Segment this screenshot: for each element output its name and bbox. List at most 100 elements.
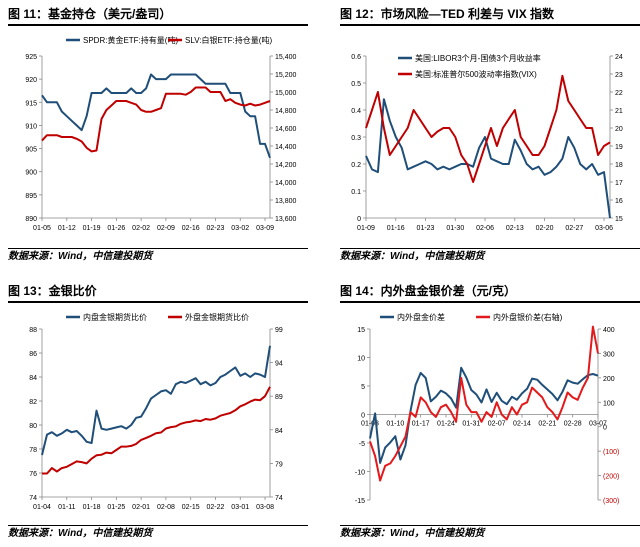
series-line-right — [365, 74, 611, 183]
x-tick-label: 02-28 — [564, 421, 582, 428]
y-tick-label-left: 895 — [25, 193, 37, 200]
x-tick-label: 03-02 — [231, 225, 249, 232]
x-tick-label: 02-02 — [132, 225, 150, 232]
y-tick-label-right: (100) — [603, 449, 619, 456]
y-tick-label-right: 17 — [615, 180, 623, 187]
y-tick-label-right: 14,600 — [275, 126, 297, 133]
y-tick-label-right: 14,000 — [275, 180, 297, 187]
y-tick-label-right: 21 — [615, 108, 623, 115]
y-tick-label-right: 14,400 — [275, 144, 297, 151]
y-tick-label-right: 13,800 — [275, 198, 297, 205]
chart-ted-vix: 0 0.1 0.2 0.3 0.4 0.5 0.6 15 16 17 18 19 20 21 22 23 24 0… — [340, 28, 640, 246]
legend-label: 美国:标准普尔500波动率指数(VIX) — [415, 69, 537, 79]
y-tick-label-left: -5 — [359, 441, 365, 448]
x-tick-label: 01-18 — [83, 504, 101, 511]
y-tick-label-right: 15,200 — [275, 72, 297, 79]
panel-title: 图 13：金银比价 — [8, 281, 308, 303]
x-tick-label: 01-24 — [437, 421, 455, 428]
x-tick-label: 01-12 — [58, 225, 76, 232]
y-tick-label-left: 910 — [25, 123, 37, 130]
x-tick-label: 02-27 — [565, 225, 583, 232]
chart-svg: 74 76 78 80 82 84 86 88 74 79 84 89 94 99 01-04 01-11 01… — [29, 312, 283, 511]
y-tick-label-right: 19 — [615, 144, 623, 151]
x-tick-label: 03-09 — [256, 225, 274, 232]
y-tick-label-left: 0.1 — [351, 189, 361, 196]
x-tick-label: 01-11 — [58, 504, 75, 511]
legend-box — [392, 48, 542, 82]
y-tick-label-right: 18 — [615, 162, 623, 169]
y-tick-label-right: 22 — [615, 90, 623, 97]
chart-svg: -15 -10 -5 0 5 10 15 (300) (200) (100) 0 100 200 300 4… — [355, 312, 619, 505]
legend-label: 内盘金银期货比价 — [83, 312, 147, 322]
y-tick-label-left: 80 — [29, 423, 37, 430]
y-tick-label-right: 23 — [615, 72, 623, 79]
x-tick-label: 01-16 — [387, 225, 405, 232]
panel-title: 图 12：市场风险—TED 利差与 VIX 指数 — [340, 4, 640, 26]
y-tick-label-left: 88 — [29, 327, 37, 334]
series-line-left — [41, 73, 271, 159]
series-line-left — [365, 98, 611, 219]
x-tick-label: 01-10 — [386, 421, 404, 428]
x-tick-label: 02-08 — [157, 504, 175, 511]
y-tick-label-left: 74 — [29, 495, 37, 502]
x-tick-label: 02-01 — [132, 504, 150, 511]
y-tick-label-right: (200) — [603, 474, 619, 481]
y-tick-label-left: 0 — [357, 216, 361, 223]
y-tick-label-left: 82 — [29, 399, 37, 406]
x-tick-label: 01-03 — [361, 421, 379, 428]
legend-label: 内外盘金价差 — [397, 312, 445, 322]
panel-title: 图 14：内外盘金银价差（元/克） — [340, 281, 640, 303]
y-tick-label-left: 905 — [25, 147, 37, 154]
x-tick-label: 01-26 — [107, 225, 125, 232]
x-tick-label: 01-05 — [33, 225, 51, 232]
data-source: 数据来源：Wind，中信建投期货 — [340, 525, 640, 542]
panel-title: 图 11：基金持仓（美元/盎司） — [8, 4, 308, 26]
x-tick-label: 02-13 — [506, 225, 524, 232]
x-tick-label: 03-06 — [595, 225, 613, 232]
x-tick-label: 02-23 — [207, 225, 225, 232]
y-tick-label-right: 14,800 — [275, 108, 297, 115]
chart-svg: 890 895 900 905 910 915 920 925 13,600 13,800 14,0… — [25, 35, 297, 232]
x-tick-label: 01-09 — [357, 225, 375, 232]
legend-label: SLV:白银ETF:持仓量(吨) — [185, 35, 272, 45]
y-tick-label-right: 15,400 — [275, 54, 297, 61]
y-tick-label-right: 14,200 — [275, 162, 297, 169]
x-tick-label: 01-17 — [412, 421, 430, 428]
y-tick-label-right: 0 — [603, 425, 607, 432]
x-tick-label: 03-07 — [589, 421, 607, 428]
y-tick-label-right: 400 — [603, 327, 615, 334]
legend-label: 外盘金银期货比价 — [185, 312, 249, 322]
x-tick-label: 02-20 — [536, 225, 554, 232]
x-tick-label: 01-25 — [107, 504, 125, 511]
y-tick-label-left: 890 — [25, 216, 37, 223]
series-line-right — [369, 325, 599, 482]
y-tick-label-left: -15 — [355, 498, 365, 505]
y-tick-label-right: 200 — [603, 376, 615, 383]
y-tick-label-right: 94 — [275, 361, 283, 368]
y-tick-label-right: 16 — [615, 198, 623, 205]
x-tick-label: 01-30 — [446, 225, 464, 232]
y-tick-label-right: 99 — [275, 327, 283, 334]
y-tick-label-left: 925 — [25, 54, 37, 61]
series-line-right — [42, 386, 271, 475]
chart-fund-holdings: 890 895 900 905 910 915 920 925 13,600 13,800 14,0… — [8, 28, 308, 246]
y-tick-label-left: 76 — [29, 471, 37, 478]
x-tick-label: 01-19 — [83, 225, 101, 232]
y-tick-label-left: -10 — [355, 470, 365, 477]
x-tick-label: 02-07 — [488, 421, 506, 428]
y-tick-label-right: 24 — [615, 54, 623, 61]
x-tick-label: 03-08 — [256, 504, 274, 511]
x-tick-label: 02-14 — [513, 421, 531, 428]
y-tick-label-left: 920 — [25, 77, 37, 84]
y-tick-label-left: 0.2 — [351, 162, 361, 169]
y-tick-label-right: 15,000 — [275, 90, 297, 97]
y-tick-label-right: 74 — [275, 495, 283, 502]
y-tick-label-left: 15 — [357, 327, 365, 334]
legend-label: 内外盘银价差(右轴) — [493, 312, 563, 322]
y-tick-label-right: 79 — [275, 461, 283, 468]
y-tick-label-left: 900 — [25, 170, 37, 177]
y-tick-label-right: 13,600 — [275, 216, 297, 223]
x-tick-label: 02-22 — [207, 504, 225, 511]
x-tick-label: 02-21 — [538, 421, 556, 428]
y-tick-label-right: 89 — [275, 394, 283, 401]
